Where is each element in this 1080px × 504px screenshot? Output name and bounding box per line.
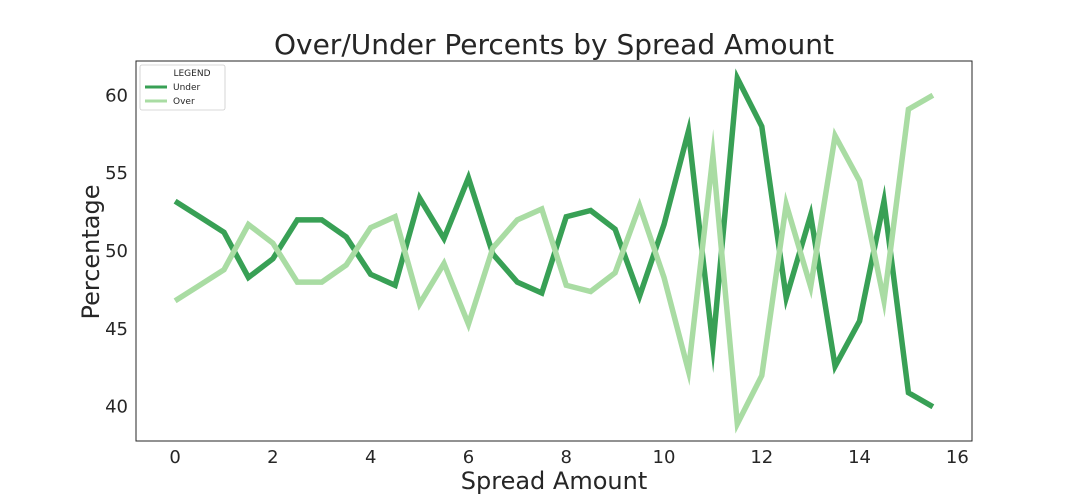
plot-frame bbox=[135, 60, 973, 442]
y-tick-label: 60 bbox=[105, 85, 128, 106]
y-tick-label: 40 bbox=[105, 397, 128, 418]
legend-label-over: Over bbox=[173, 97, 195, 107]
legend-box bbox=[139, 64, 226, 111]
chart-title: Over/Under Percents by Spread Amount bbox=[274, 28, 834, 61]
x-tick-label: 12 bbox=[750, 447, 773, 468]
x-axis-label: Spread Amount bbox=[461, 467, 647, 495]
legend: LEGEND Under Over bbox=[139, 64, 226, 111]
x-tick-label: 8 bbox=[560, 447, 571, 468]
x-tick-label: 6 bbox=[463, 447, 474, 468]
x-tick-label: 2 bbox=[267, 447, 278, 468]
legend-title: LEGEND bbox=[173, 69, 210, 79]
legend-label-under: Under bbox=[173, 83, 201, 93]
series-line-over bbox=[173, 92, 935, 434]
x-tick-label: 0 bbox=[169, 447, 180, 468]
x-tick-label: 16 bbox=[946, 447, 969, 468]
x-tick-label: 10 bbox=[653, 447, 676, 468]
y-tick-label: 55 bbox=[105, 163, 128, 184]
y-tick-label: 50 bbox=[105, 241, 128, 262]
y-axis-label: Percentage bbox=[77, 184, 105, 319]
x-tick-label: 14 bbox=[848, 447, 871, 468]
x-tick-label: 4 bbox=[365, 447, 376, 468]
y-tick-label: 45 bbox=[105, 319, 128, 340]
